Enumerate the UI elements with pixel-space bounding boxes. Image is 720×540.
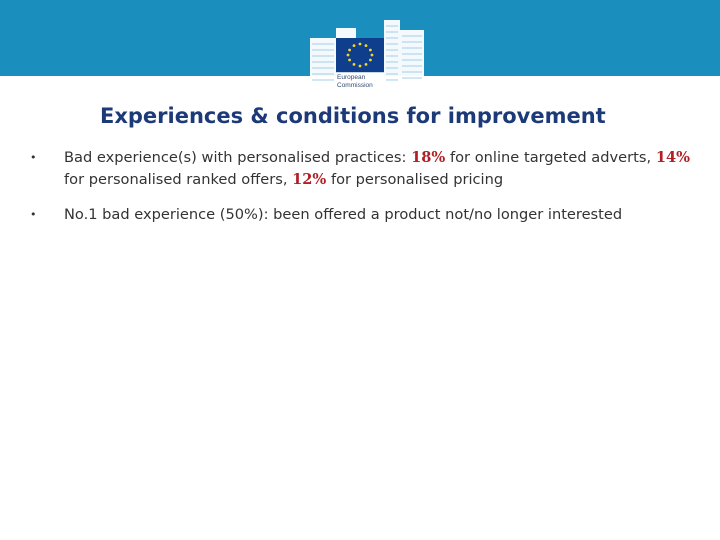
bullet-list: • Bad experience(s) with personalised pr…	[30, 147, 690, 239]
logo-text-line2: Commission	[337, 81, 373, 89]
bullet-text: No.1 bad experience (50%): been offered …	[64, 206, 623, 223]
highlight-value: 18%	[411, 149, 446, 166]
bullet-text: Bad experience(s) with personalised prac…	[64, 149, 412, 166]
bullet-item: • No.1 bad experience (50%): been offere…	[30, 204, 690, 226]
bullet-text: for personalised ranked offers,	[64, 171, 293, 188]
logo-wordmark: European Commission	[337, 74, 397, 89]
highlight-value: 12%	[292, 171, 327, 188]
european-commission-logo-icon	[310, 20, 424, 102]
bullet-item: • Bad experience(s) with personalised pr…	[30, 147, 690, 191]
slide-title: Experiences & conditions for improvement	[100, 104, 606, 128]
highlight-value: 14%	[655, 149, 690, 166]
bullet-text: for personalised pricing	[326, 171, 504, 188]
logo-text-line1: European	[337, 74, 366, 81]
bullet-text: for online targeted adverts,	[445, 149, 656, 166]
bullet-dot-icon: •	[30, 208, 37, 221]
bullet-dot-icon: •	[30, 151, 37, 164]
